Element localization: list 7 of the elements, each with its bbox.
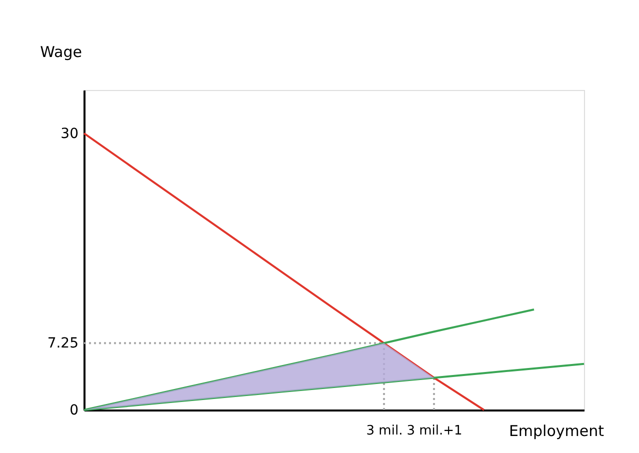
y-tick-label: 30 bbox=[60, 126, 78, 142]
x-tick-label: 3 mil. bbox=[366, 424, 403, 438]
y-axis-title: Wage bbox=[40, 43, 82, 61]
y-tick-label: 0 bbox=[70, 402, 78, 418]
x-tick-label: 3 mil.+1 bbox=[406, 424, 462, 438]
y-tick-label: 7.25 bbox=[47, 336, 78, 352]
x-axis-title: Employment bbox=[508, 422, 604, 440]
